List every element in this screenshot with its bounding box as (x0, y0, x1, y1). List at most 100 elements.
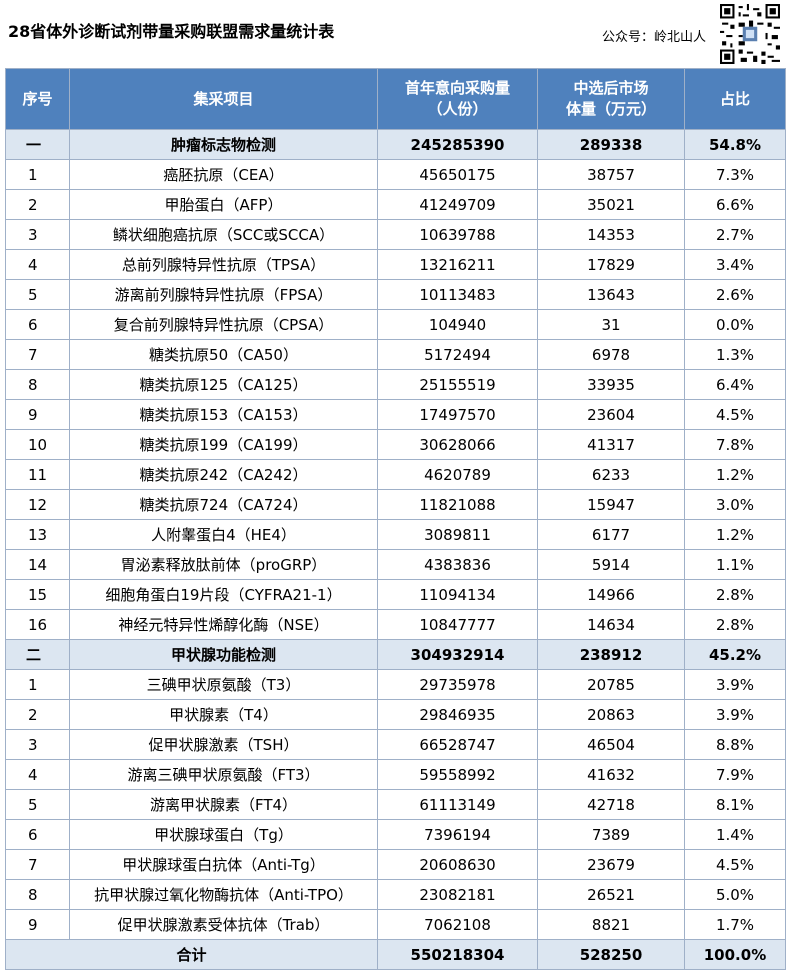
cell-share: 3.9% (684, 699, 786, 730)
table-row: 16 神经元特异性烯醇化酶（NSE） 10847777 14634 2.8% (5, 609, 786, 640)
cell-seq: 6 (5, 309, 70, 340)
cell-share: 8.8% (684, 729, 786, 760)
cell-market: 6978 (537, 339, 685, 370)
cell-item: 促甲状腺激素受体抗体（Trab） (69, 909, 378, 940)
cell-market: 289338 (537, 129, 685, 160)
cell-demand: 29846935 (377, 699, 538, 730)
table-row: 12 糖类抗原724（CA724） 11821088 15947 3.0% (5, 489, 786, 520)
cell-item: 肿瘤标志物检测 (69, 129, 378, 160)
table-row: 6 甲状腺球蛋白（Tg） 7396194 7389 1.4% (5, 819, 786, 850)
cell-share: 6.6% (684, 189, 786, 220)
cell-demand: 59558992 (377, 759, 538, 790)
cell-demand: 7062108 (377, 909, 538, 940)
cell-item: 糖类抗原724（CA724） (69, 489, 378, 520)
cell-demand: 13216211 (377, 249, 538, 280)
header-market-line2: 体量（万元） (565, 100, 656, 118)
cell-share: 1.2% (684, 519, 786, 550)
cell-item: 糖类抗原50（CA50） (69, 339, 378, 370)
cell-item: 甲状腺功能检测 (69, 639, 378, 670)
cell-item: 甲胎蛋白（AFP） (69, 189, 378, 220)
cell-demand: 4383836 (377, 549, 538, 580)
cell-market: 31 (537, 309, 685, 340)
cell-market: 33935 (537, 369, 685, 400)
table-row: 8 抗甲状腺过氧化物酶抗体（Anti-TPO） 23082181 26521 5.0% (5, 879, 786, 910)
cell-share: 5.0% (684, 879, 786, 910)
table-row: 1 癌胚抗原（CEA） 45650175 38757 7.3% (5, 159, 786, 190)
header-market-line1: 中选后市场 (573, 79, 649, 97)
cell-market: 46504 (537, 729, 685, 760)
cell-demand: 29735978 (377, 669, 538, 700)
total-row: 合计 550218304 528250 100.0% (5, 939, 786, 970)
cell-demand: 11094134 (377, 579, 538, 610)
cell-market: 20863 (537, 699, 685, 730)
cell-seq: 二 (5, 639, 70, 670)
cell-seq: 8 (5, 879, 70, 910)
cell-seq: 9 (5, 909, 70, 940)
cell-demand: 5172494 (377, 339, 538, 370)
cell-share: 0.0% (684, 309, 786, 340)
cell-item: 促甲状腺激素（TSH） (69, 729, 378, 760)
cell-share: 3.0% (684, 489, 786, 520)
cell-seq: 15 (5, 579, 70, 610)
cell-item: 糖类抗原242（CA242） (69, 459, 378, 490)
table-row: 4 总前列腺特异性抗原（TPSA） 13216211 17829 3.4% (5, 249, 786, 280)
cell-share: 7.8% (684, 429, 786, 460)
cell-demand: 41249709 (377, 189, 538, 220)
header-market: 中选后市场 体量（万元） (537, 68, 685, 130)
cell-demand: 10639788 (377, 219, 538, 250)
cell-share: 8.1% (684, 789, 786, 820)
cell-seq: 4 (5, 759, 70, 790)
table-row: 3 鳞状细胞癌抗原（SCC或SCCA） 10639788 14353 2.7% (5, 219, 786, 250)
cell-demand: 104940 (377, 309, 538, 340)
cell-market: 14634 (537, 609, 685, 640)
cell-seq: 一 (5, 129, 70, 160)
cell-seq: 4 (5, 249, 70, 280)
cell-market: 20785 (537, 669, 685, 700)
cell-item: 总前列腺特异性抗原（TPSA） (69, 249, 378, 280)
cell-demand: 4620789 (377, 459, 538, 490)
cell-seq: 8 (5, 369, 70, 400)
cell-item: 甲状腺球蛋白抗体（Anti-Tg） (69, 849, 378, 880)
table-row: 6 复合前列腺特异性抗原（CPSA） 104940 31 0.0% (5, 309, 786, 340)
table-row: 11 糖类抗原242（CA242） 4620789 6233 1.2% (5, 459, 786, 490)
cell-share: 3.4% (684, 249, 786, 280)
cell-seq: 3 (5, 219, 70, 250)
cell-seq: 3 (5, 729, 70, 760)
cell-item: 三碘甲状原氨酸（T3） (69, 669, 378, 700)
cell-market: 6233 (537, 459, 685, 490)
cell-demand: 10847777 (377, 609, 538, 640)
cell-seq: 7 (5, 339, 70, 370)
table-row: 7 甲状腺球蛋白抗体（Anti-Tg） 20608630 23679 4.5% (5, 849, 786, 880)
cell-market: 6177 (537, 519, 685, 550)
cell-share: 2.8% (684, 609, 786, 640)
cell-demand: 45650175 (377, 159, 538, 190)
cell-demand: 7396194 (377, 819, 538, 850)
cell-share: 7.3% (684, 159, 786, 190)
table-row: 14 胃泌素释放肽前体（proGRP） 4383836 5914 1.1% (5, 549, 786, 580)
table-row: 5 游离前列腺特异性抗原（FPSA） 10113483 13643 2.6% (5, 279, 786, 310)
cell-item: 糖类抗原125（CA125） (69, 369, 378, 400)
section-row: 一肿瘤标志物检测 245285390 289338 54.8% (5, 129, 786, 160)
cell-market: 14966 (537, 579, 685, 610)
page-title: 28省体外诊断试剂带量采购联盟需求量统计表 (8, 22, 335, 41)
account-label: 公众号：岭北山人 (602, 30, 707, 45)
cell-share: 1.1% (684, 549, 786, 580)
header-item: 集采项目 (69, 68, 378, 130)
cell-demand: 304932914 (377, 639, 538, 670)
header-demand-line2: （人份） (427, 100, 488, 118)
cell-demand: 20608630 (377, 849, 538, 880)
total-share: 100.0% (684, 939, 786, 970)
section-row: 二甲状腺功能检测 304932914 238912 45.2% (5, 639, 786, 670)
cell-market: 41632 (537, 759, 685, 790)
cell-item: 游离甲状腺素（FT4） (69, 789, 378, 820)
total-demand: 550218304 (377, 939, 538, 970)
cell-demand: 11821088 (377, 489, 538, 520)
cell-seq: 5 (5, 279, 70, 310)
cell-share: 2.8% (684, 579, 786, 610)
cell-share: 4.5% (684, 849, 786, 880)
cell-seq: 12 (5, 489, 70, 520)
header-seq: 序号 (5, 68, 70, 130)
header-share: 占比 (684, 68, 786, 130)
cell-demand: 25155519 (377, 369, 538, 400)
cell-item: 鳞状细胞癌抗原（SCC或SCCA） (69, 219, 378, 250)
